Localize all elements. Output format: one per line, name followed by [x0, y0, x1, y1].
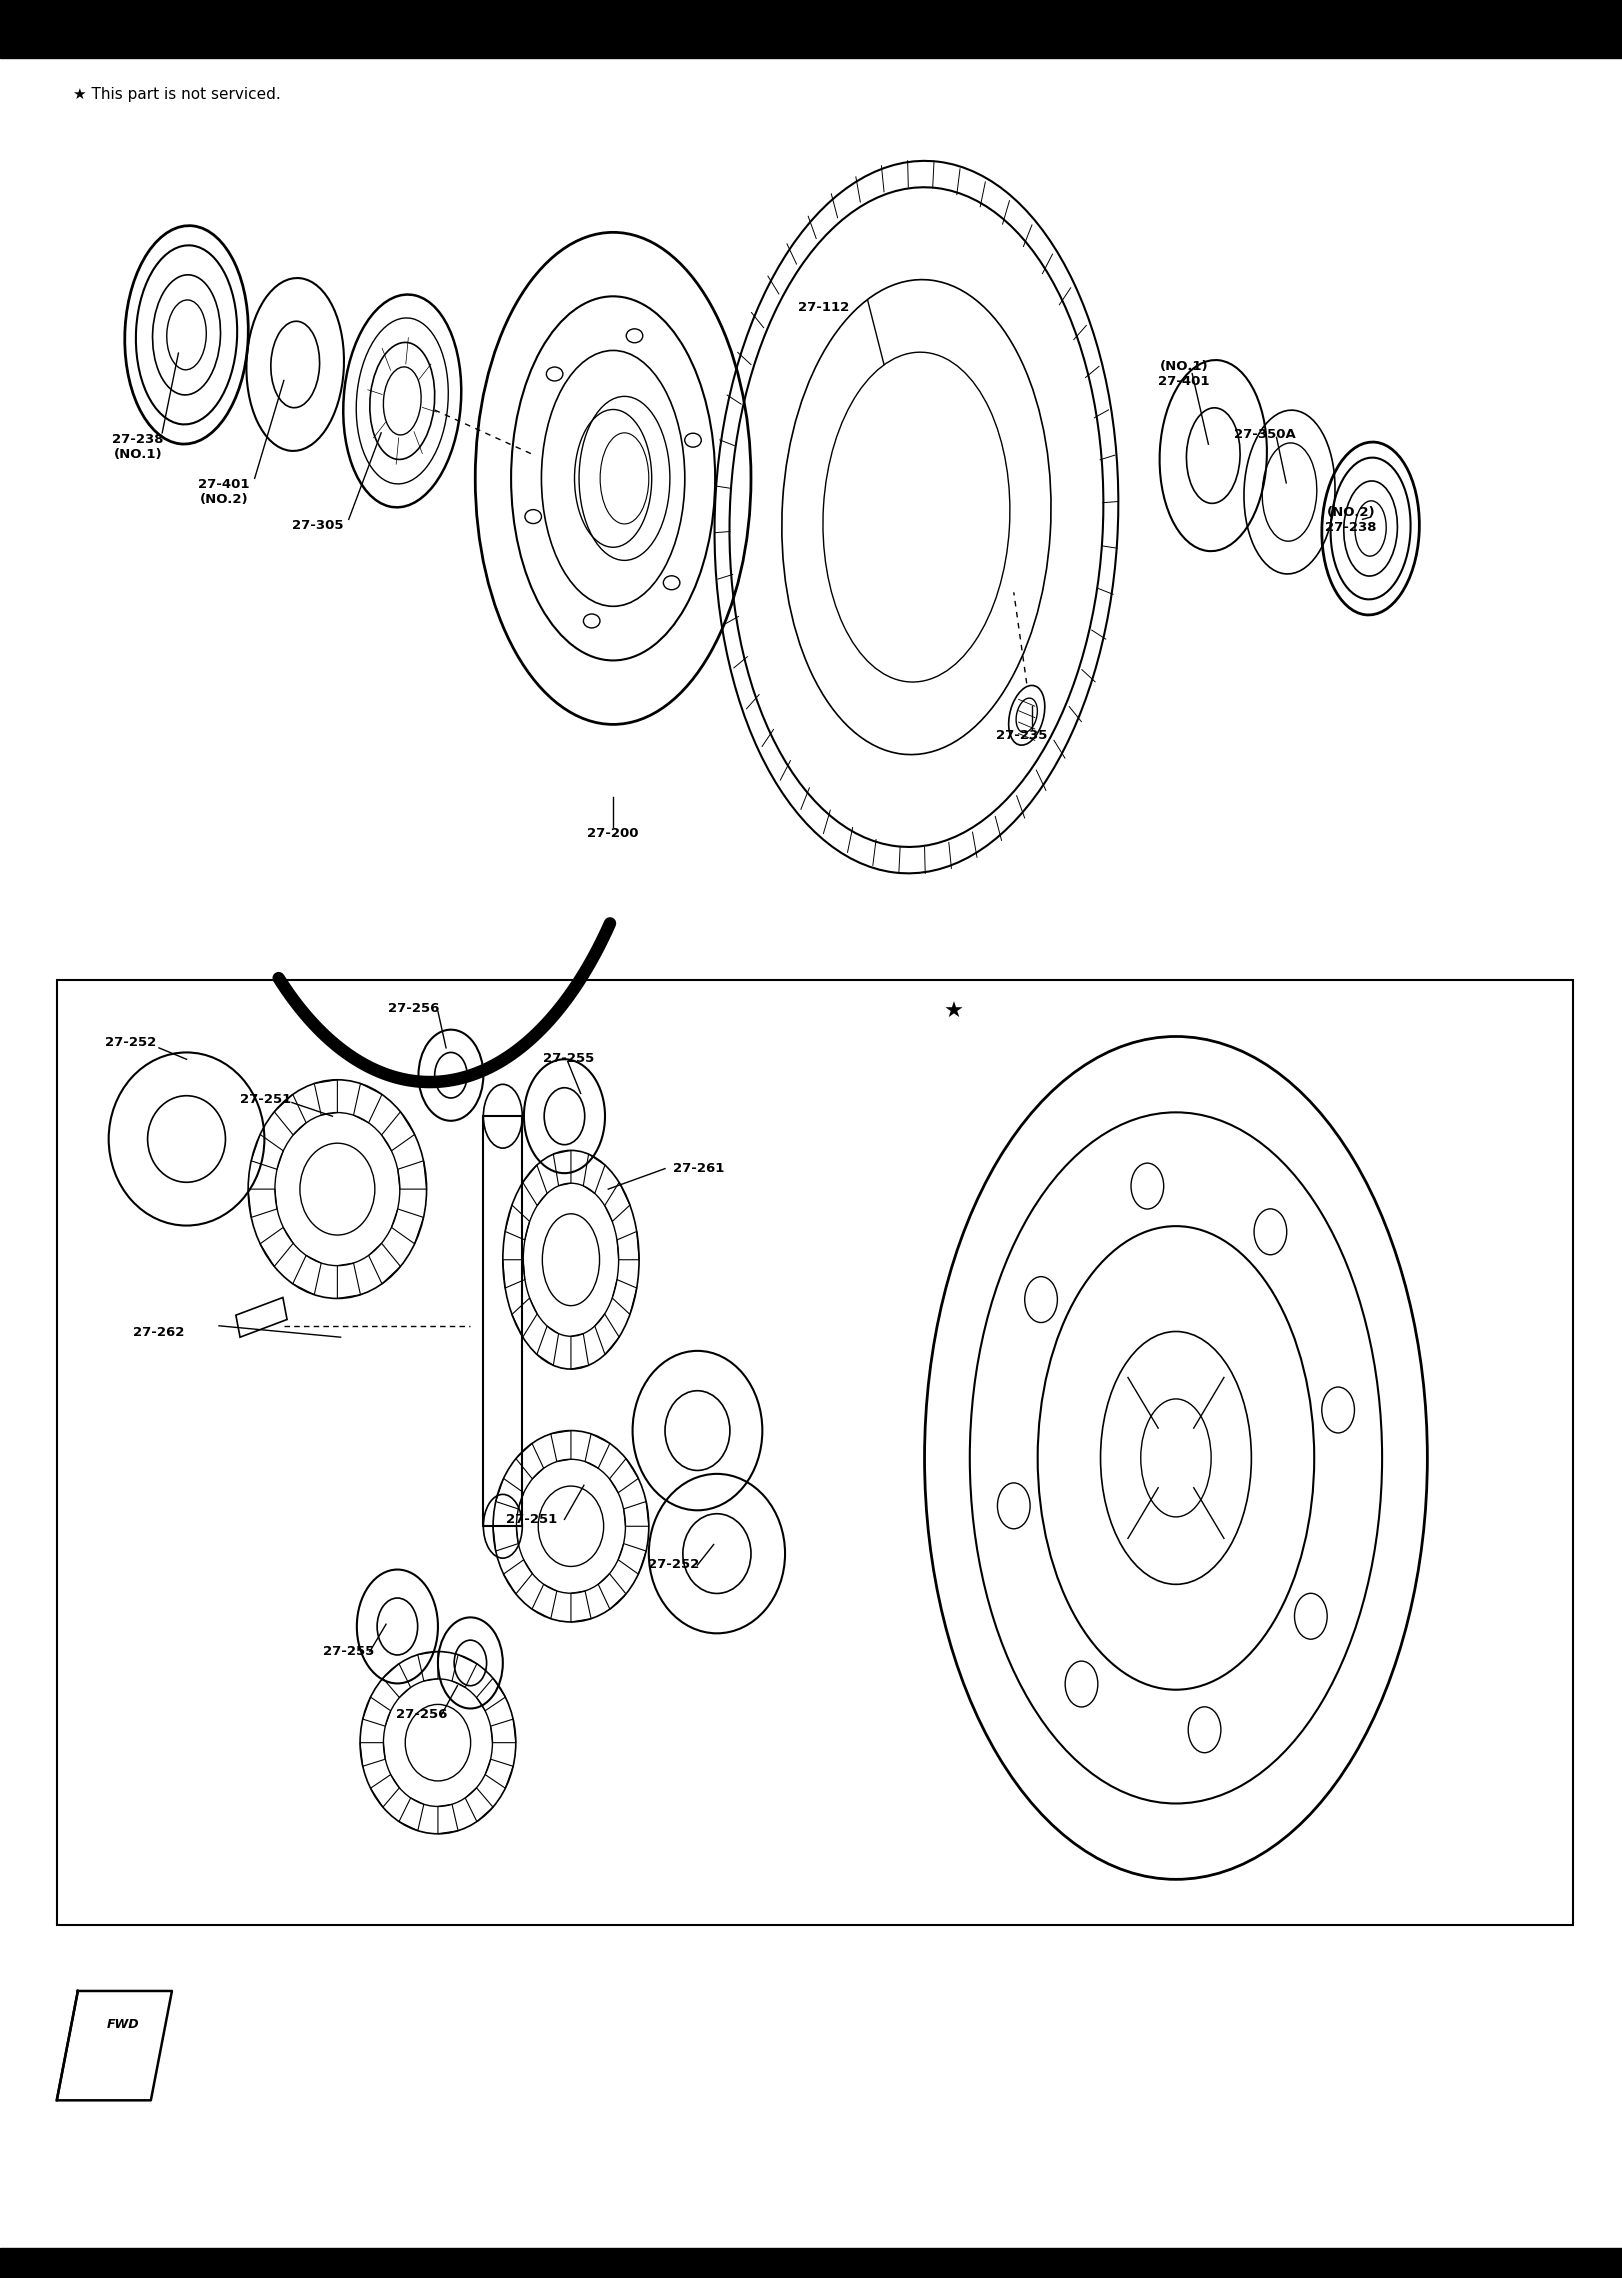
Text: 27-251: 27-251 — [240, 1093, 292, 1107]
Text: 27-255: 27-255 — [323, 1645, 375, 1658]
Text: (NO.1)
27-401: (NO.1) 27-401 — [1158, 360, 1210, 387]
Text: 27-251: 27-251 — [506, 1513, 558, 1526]
Text: 27-305: 27-305 — [292, 519, 344, 533]
Text: (NO.2)
27-238: (NO.2) 27-238 — [1325, 506, 1377, 533]
Text: ★: ★ — [944, 1002, 963, 1021]
Text: 27-256: 27-256 — [396, 1708, 448, 1722]
Text: 27-112: 27-112 — [798, 301, 850, 314]
Text: 27-401
(NO.2): 27-401 (NO.2) — [198, 478, 250, 506]
Text: 27-252: 27-252 — [647, 1558, 699, 1572]
Bar — [0, 2248, 1622, 2278]
Bar — [483, 1116, 522, 1526]
Text: 27-350A: 27-350A — [1234, 428, 1296, 442]
Text: 27-255: 27-255 — [543, 1052, 595, 1066]
Text: 27-238
(NO.1): 27-238 (NO.1) — [112, 433, 164, 460]
Bar — [235, 1298, 287, 1337]
Bar — [57, 980, 1573, 1925]
Text: ★ This part is not serviced.: ★ This part is not serviced. — [73, 87, 281, 103]
Text: 27-252: 27-252 — [105, 1036, 157, 1050]
Text: 27-256: 27-256 — [388, 1002, 440, 1016]
Text: 27-200: 27-200 — [587, 827, 639, 841]
Text: 27-262: 27-262 — [133, 1326, 185, 1339]
Text: FWD: FWD — [107, 2018, 139, 2032]
Text: 27-261: 27-261 — [673, 1162, 725, 1175]
Text: 27-235: 27-235 — [996, 729, 1048, 743]
Bar — [0, 0, 1622, 57]
